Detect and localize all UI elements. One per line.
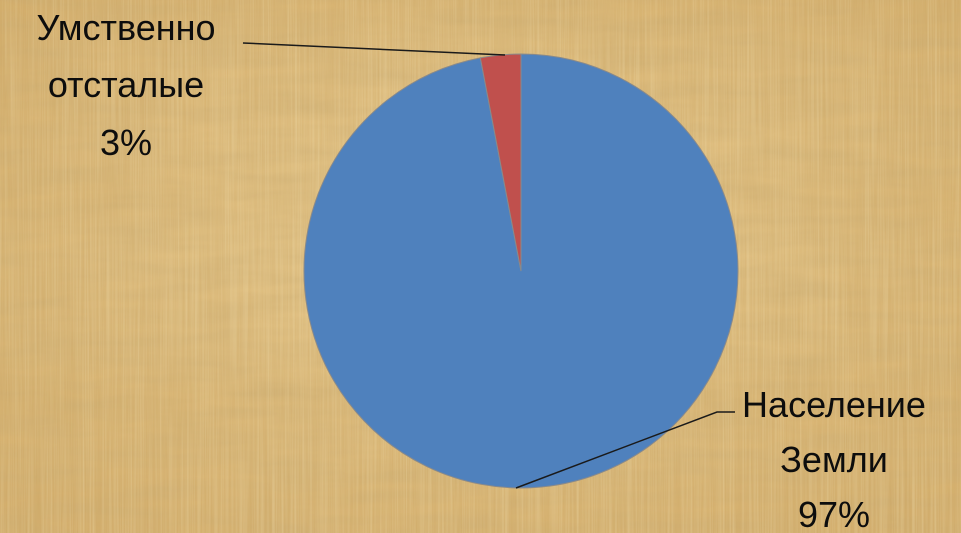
- leader-lines: [242, 42, 735, 489]
- slice-value-label: 97%: [798, 494, 870, 533]
- pie-slices: [303, 53, 739, 489]
- slice-category-label: Население: [742, 384, 926, 425]
- slice-category-label: Земли: [780, 439, 888, 480]
- leader-line: [515, 411, 735, 489]
- slice-value-label: 3%: [100, 122, 152, 163]
- slice-category-label: отсталые: [48, 64, 204, 105]
- slice-category-label: Умственно: [36, 7, 215, 48]
- data-labels: Население Земли 97% Умственно отсталые 3%: [36, 7, 925, 533]
- leader-line: [242, 42, 506, 56]
